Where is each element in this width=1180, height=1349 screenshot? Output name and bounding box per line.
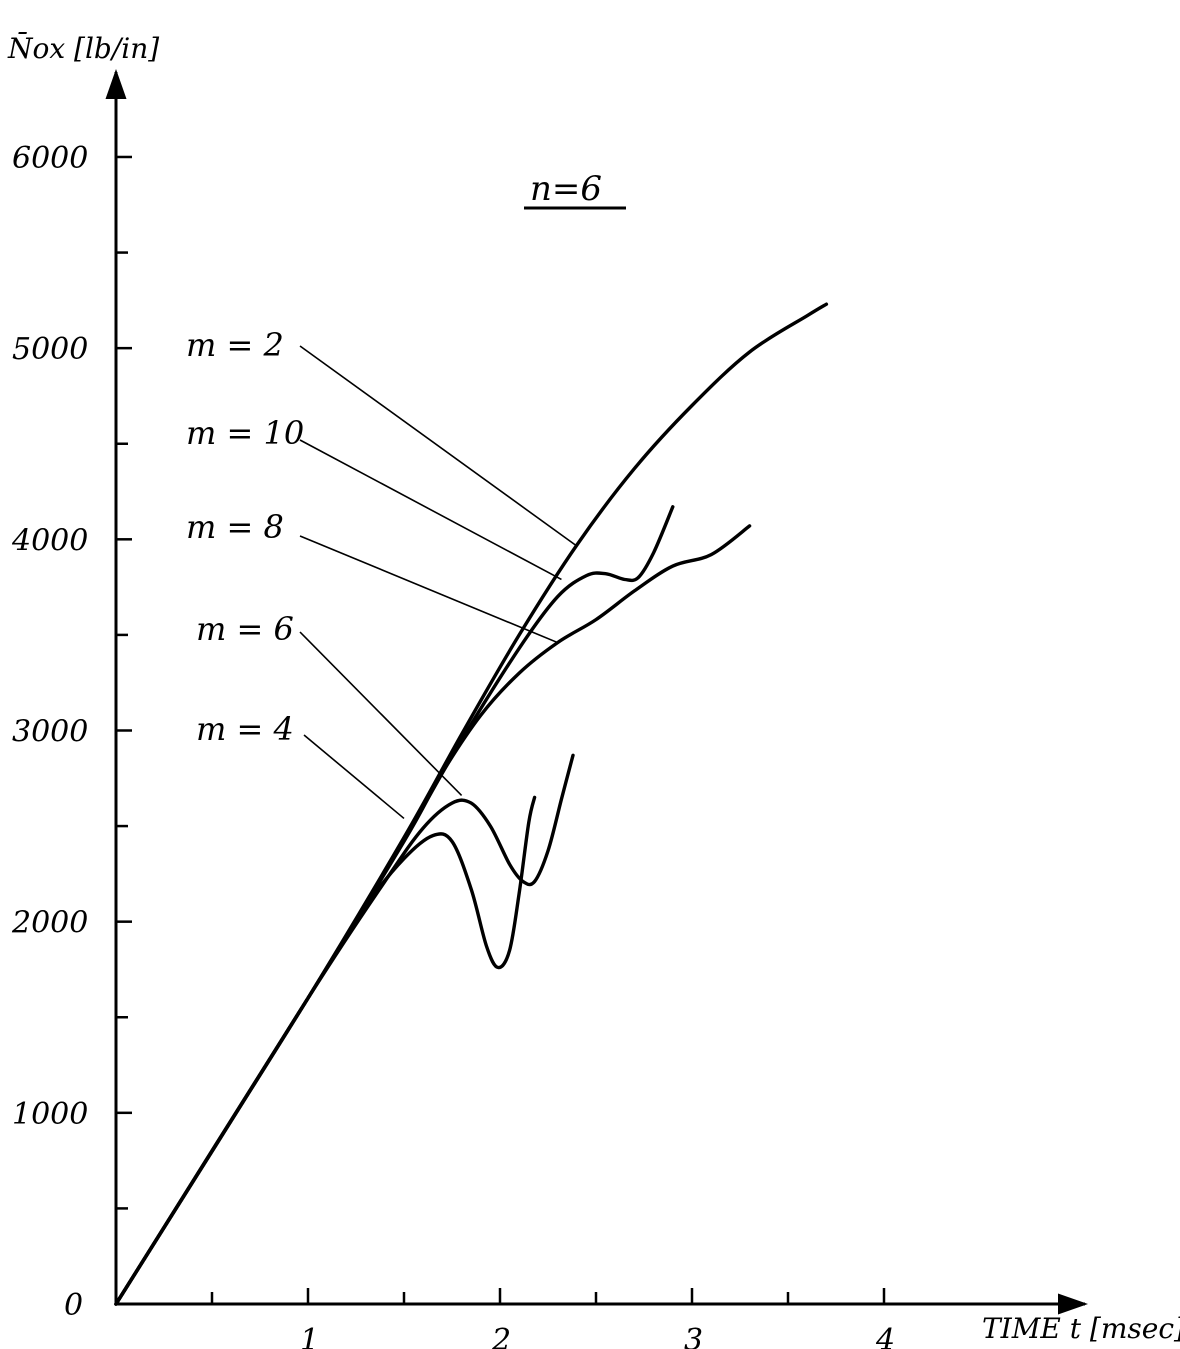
- y-tick-label: 5000: [12, 332, 88, 367]
- x-tick-label: 3: [684, 1323, 703, 1349]
- curve-label-m-6: m = 6: [196, 610, 294, 648]
- curve-label-m-10: m = 10: [186, 414, 304, 452]
- x-tick-label: 4: [875, 1323, 895, 1349]
- leader-lines: [299, 345, 578, 820]
- y-tick-label: 6000: [12, 141, 88, 176]
- series-line-m-6: [114, 753, 575, 1306]
- leader-line-m-10: [299, 439, 562, 581]
- leader-line-m-8: [299, 535, 558, 644]
- x-axis-title: TIME t [msec]: [982, 1312, 1180, 1345]
- ticks: [116, 155, 886, 1304]
- y-tick-label: 0: [64, 1288, 83, 1323]
- y-tick-label: 1000: [12, 1097, 88, 1132]
- y-tick-label: 2000: [11, 906, 88, 941]
- x-tick-label: 2: [491, 1323, 511, 1349]
- curve-label-m-8: m = 8: [186, 508, 284, 546]
- curve-labels: m = 2 m = 10 m = 8 m = 6 m = 4: [186, 326, 304, 748]
- series-line-m-4: [114, 795, 537, 1306]
- y-axis-title: N̄ox [lb/in]: [7, 31, 159, 65]
- curve-label-m-4: m = 4: [196, 710, 294, 748]
- x-tick-label: 1: [300, 1323, 319, 1349]
- tick-labels: 1 2 3 4 0 1000 2000 3000 4000 5000 6000: [11, 141, 895, 1349]
- curve-label-m-2: m = 2: [186, 326, 284, 364]
- leader-line-m-4: [303, 734, 405, 820]
- chart-title: n=6: [530, 169, 602, 209]
- y-tick-label: 4000: [11, 523, 88, 558]
- series-curves: [114, 302, 829, 1306]
- leader-line-m-6: [299, 631, 463, 797]
- svg-text:N̄ox [lb/in]: N̄ox [lb/in]: [7, 31, 159, 65]
- leader-line-m-2: [299, 345, 578, 547]
- y-tick-label: 3000: [12, 714, 88, 749]
